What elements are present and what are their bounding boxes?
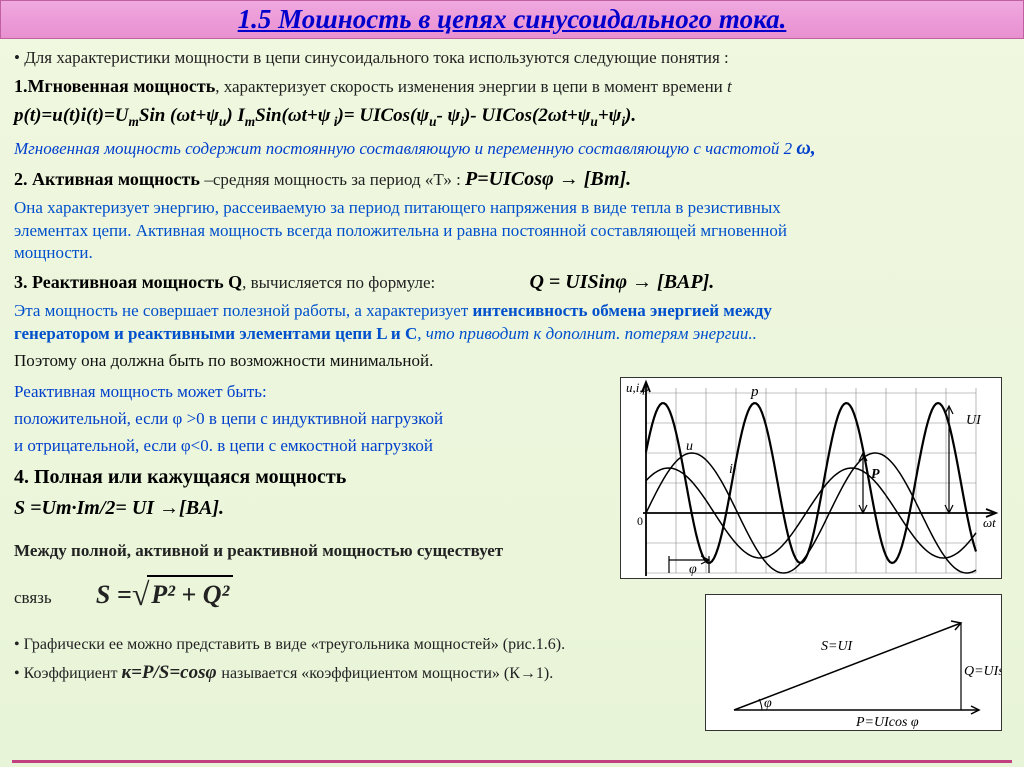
svg-text:UI: UI <box>966 413 982 428</box>
s3n4: Реактивная мощность может быть: <box>14 381 610 404</box>
slide-title: 1.5 Мошность в цепях синусоидального ток… <box>0 0 1024 39</box>
sec2-note: Она характеризует энергию, рассеиваемую … <box>14 197 1010 266</box>
s2n3: мощности. <box>14 242 1010 265</box>
f-sin2: Sin(ωt+ψ <box>255 105 330 126</box>
intro-text: Для характеристики мощности в цепи синус… <box>14 47 1010 70</box>
svg-text:φ: φ <box>689 562 697 577</box>
s1-omega: ω, <box>796 137 815 159</box>
sec4-formula: S =Um·Im/2= UI →[BA]. <box>14 495 610 522</box>
s4n2: связь <box>14 588 52 607</box>
fl2a: Коэффициент <box>24 665 122 682</box>
s2n1: Она характеризует энергию, рассеиваемую … <box>14 197 1010 220</box>
s3n2b: , что приводит к дополнит. потерям энерг… <box>417 324 757 343</box>
f-eq: )= UICos(ψ <box>337 105 429 126</box>
content-area: Для характеристики мощности в цепи синус… <box>0 47 1024 738</box>
svg-text:0: 0 <box>637 514 643 528</box>
s1n: Мгновенная мощность содержит постоянную … <box>14 139 796 158</box>
svg-text:u: u <box>686 439 693 454</box>
s3n6: и отрицательной, если φ<0. в цепи с емко… <box>14 435 610 458</box>
svg-text:u,i,p: u,i,p <box>626 380 650 395</box>
sec3-head: 3. Реактивноая мощность Q <box>14 272 242 292</box>
fl2c: называется «коэффициентом мощности» (К→1… <box>221 665 553 682</box>
f-sin1: Sin (ωt+ψ <box>139 105 219 126</box>
power-triangle: φ S=UI Q=UIsin φ P=UIcos φ <box>705 594 1002 731</box>
s3n5: положительной, если φ >0 в цепи с индукт… <box>14 408 610 431</box>
right-column: u,i,p ωt 0 p i u UI Pφ φ S=UI Q=UIsin φ P=UIcos φ <box>620 377 1010 738</box>
svg-text:P=UIcos φ: P=UIcos φ <box>855 715 919 730</box>
svg-text:P: P <box>871 467 880 482</box>
f-mid: )- UICos(2ωt+ψ <box>464 105 590 126</box>
sec3-formula: Q = UISinφ → [BAP]. <box>529 271 714 293</box>
sqrt-lhs: S = <box>96 577 132 612</box>
svg-text:φ: φ <box>764 696 772 711</box>
sec3-note: Эта мощность не совершает полезной работ… <box>14 300 1010 346</box>
sec1-head: 1.Мгновенная мощность <box>14 76 215 96</box>
f-cb1: ) I <box>226 105 244 126</box>
footer-line1: Графически ее можно представить в виде «… <box>14 634 610 656</box>
svg-text:p: p <box>750 384 759 400</box>
sec1-formula: p(t)=u(t)i(t)=UmSin (ωt+ψu) ImSin(ωt+ψ i… <box>14 103 1010 131</box>
var-t: t <box>727 77 732 96</box>
s3n1b: интенсивность обмена энергией между <box>473 301 772 320</box>
sec2-rest: –средняя мощность за период «Т» : <box>204 170 465 189</box>
f-plus: +ψ <box>598 105 622 126</box>
two-column-area: Реактивная мощность может быть: положите… <box>14 377 1010 738</box>
section-2: 2. Активная мощность –средняя мощность з… <box>14 166 1010 193</box>
f-m2: m <box>245 114 255 129</box>
svg-text:S=UI: S=UI <box>821 639 854 654</box>
sec2-formula: P=UICosφ → [Вт]. <box>465 168 631 190</box>
svg-text:i: i <box>729 462 733 477</box>
f-end: ). <box>625 105 636 126</box>
f-dash: - ψ <box>436 105 460 126</box>
f-lhs: p(t)=u(t)i(t)=U <box>14 105 129 126</box>
sqrt-formula: S = √ P² + Q² <box>96 573 233 616</box>
sec2-head: 2. Активная мощность <box>14 169 204 189</box>
sec4-head: 4. Полная или кажущаяся мощность <box>14 464 610 491</box>
sec3-rest: , вычисляется по формуле: <box>242 273 435 292</box>
f-u3: u <box>590 114 597 129</box>
svg-text:Q=UIsin φ: Q=UIsin φ <box>964 664 1002 679</box>
footer-line2: Коэффициент к=P/S=cosφ называется «коэфф… <box>14 660 610 686</box>
sqrt-line: связь S = √ P² + Q² <box>14 573 610 616</box>
sec1-note: Мгновенная мощность содержит постоянную … <box>14 135 1010 162</box>
sqrt-body: P² + Q² <box>147 575 233 614</box>
s2n2: элементах цепи. Активная мощность всегда… <box>14 220 1010 243</box>
s3n3: Поэтому она должна быть по возможности м… <box>14 350 1010 373</box>
svg-text:ωt: ωt <box>983 515 996 530</box>
wave-chart: u,i,p ωt 0 p i u UI Pφ <box>620 377 1002 579</box>
left-column: Реактивная мощность может быть: положите… <box>14 377 610 689</box>
section-3: 3. Реактивноая мощность Q, вычисляется п… <box>14 269 1010 296</box>
footer-rule <box>12 760 1012 763</box>
f-m1: m <box>129 114 139 129</box>
sec1-rest: , характеризует скорость изменения энерг… <box>215 77 727 96</box>
s3n2: генератором и реактивными элементами цеп… <box>14 324 417 343</box>
s3n1: Эта мощность не совершает полезной работ… <box>14 301 473 320</box>
s4n1: Между полной, активной и реактивной мощн… <box>14 540 610 563</box>
fl2b: к=P/S=cosφ <box>121 662 221 683</box>
section-1: 1.Мгновенная мощность, характеризует ско… <box>14 74 1010 99</box>
